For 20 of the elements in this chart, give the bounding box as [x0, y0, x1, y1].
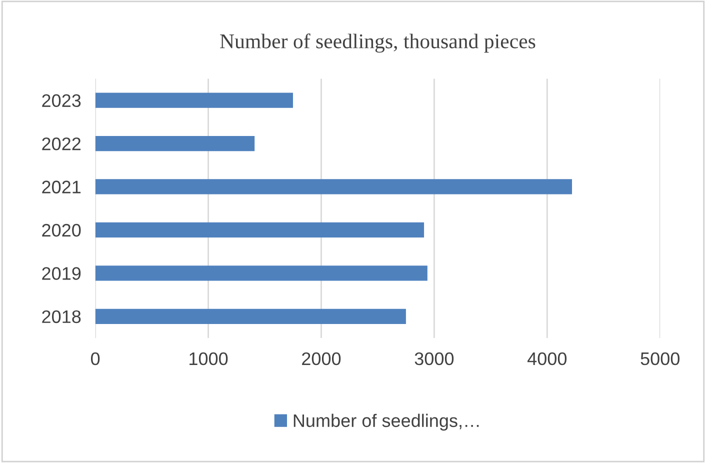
x-tick-label: 5000	[640, 352, 680, 366]
y-tick-label: 2020	[42, 224, 81, 237]
x-tick-label: 1000	[190, 352, 228, 366]
x-tick-label: 2000	[302, 352, 341, 366]
y-tick-label: 2022	[42, 137, 81, 150]
y-tick-label: 2018	[42, 310, 81, 324]
bar	[95, 222, 424, 238]
bar	[95, 136, 255, 152]
y-tick-label: 2023	[42, 94, 81, 108]
bar	[95, 266, 428, 281]
y-tick-label: 2019	[42, 267, 81, 280]
chart-title: Number of seedlings, thousand pieces	[220, 33, 536, 53]
x-tick-label: 0	[90, 352, 100, 366]
legend-label: Number of seedlings,…	[294, 414, 479, 431]
y-tick-label: 2021	[42, 180, 81, 194]
x-tick-label: 3000	[414, 352, 454, 366]
x-tick-label: 4000	[527, 352, 567, 366]
bar	[95, 179, 572, 194]
bar	[95, 92, 293, 108]
bar	[95, 308, 406, 324]
